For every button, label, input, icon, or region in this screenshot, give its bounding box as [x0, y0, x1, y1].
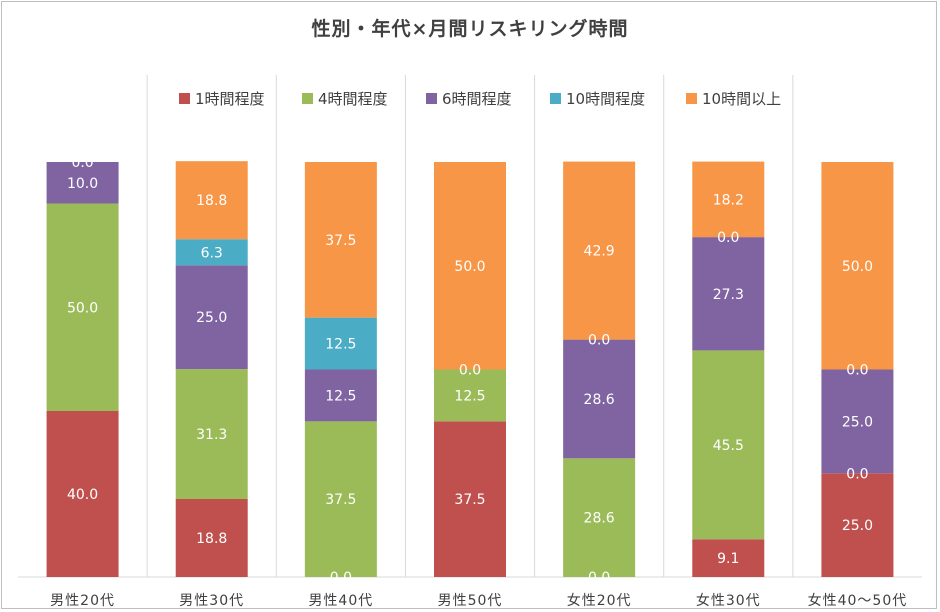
data-label-1-3: 10.0: [67, 176, 98, 192]
data-label-4-3: 0.0: [459, 363, 481, 379]
bar-segment-2-2: [175, 369, 248, 499]
legend-swatch-5: [686, 93, 697, 104]
bar-segment-1-1: [46, 411, 119, 577]
legend-label-3: 6時間程度: [442, 90, 512, 108]
data-label-3-3: 12.5: [325, 388, 356, 404]
bar-segment-2-6: [692, 350, 765, 540]
data-label-2-5: 18.8: [196, 193, 227, 209]
category-label-2: 男性30代: [179, 593, 244, 609]
category-label-5: 女性20代: [567, 592, 632, 609]
data-label-6-4: 0.0: [717, 230, 739, 246]
data-label-5-4: 0.0: [588, 333, 610, 349]
legend-swatch-1: [179, 93, 190, 104]
data-label-6-3: 27.3: [713, 287, 744, 303]
bar-segment-3-1: [46, 162, 119, 204]
data-label-7-5: 50.0: [842, 259, 873, 275]
bar-segment-4-3: [304, 317, 377, 370]
bar-segment-2-3: [304, 421, 377, 577]
bar-segment-1-4: [434, 421, 506, 577]
data-label-4-1: 37.5: [454, 492, 485, 508]
category-label-4: 男性50代: [438, 593, 503, 609]
bar-segment-5-2: [175, 161, 248, 240]
legend-label-1: 1時間程度: [195, 90, 265, 108]
data-label-1-4: 0.0: [71, 155, 93, 171]
data-label-7-3: 25.0: [842, 414, 873, 430]
data-label-2-1: 18.8: [196, 531, 227, 547]
data-label-2-3: 25.0: [196, 310, 227, 326]
data-label-6-1: 9.1: [717, 551, 739, 567]
data-label-5-3: 28.6: [584, 392, 615, 408]
data-label-3-5: 37.5: [325, 233, 356, 249]
bar-segment-2-4: [434, 369, 506, 422]
data-label-7-1: 25.0: [842, 518, 873, 534]
data-label-5-1: 0.0: [588, 570, 610, 586]
bar-segment-5-7: [821, 162, 894, 370]
bar-segment-5-5: [563, 161, 636, 340]
bar-segment-3-5: [563, 339, 636, 459]
bar-segment-1-2: [175, 498, 248, 577]
bar-segment-5-3: [304, 162, 377, 318]
data-label-4-4: 50.0: [454, 259, 485, 275]
category-label-3: 男性40代: [308, 593, 373, 609]
chart-title: 性別・年代×月間リスキリング時間: [311, 18, 629, 40]
data-label-2-2: 31.3: [196, 427, 227, 443]
data-label-3-4: 12.5: [325, 337, 356, 353]
bar-segment-1-6: [692, 539, 765, 577]
data-label-3-2: 37.5: [325, 492, 356, 508]
bar-segment-3-2: [175, 265, 248, 370]
data-label-3-1: 0.0: [330, 570, 352, 586]
data-label-1-1: 40.0: [67, 487, 98, 503]
bar-segment-5-4: [434, 162, 506, 370]
bar-segment-2-1: [46, 203, 119, 411]
legend-swatch-2: [302, 93, 313, 104]
bar-segment-5-6: [692, 161, 765, 238]
bar-segment-3-6: [692, 237, 765, 351]
bar-segment-3-7: [821, 369, 894, 474]
data-label-7-2: 0.0: [846, 466, 868, 482]
data-label-6-2: 45.5: [713, 438, 744, 454]
data-label-6-5: 18.2: [713, 192, 744, 208]
data-label-7-4: 0.0: [846, 363, 868, 379]
bar-segment-3-3: [304, 369, 377, 422]
category-label-1: 男性20代: [50, 593, 115, 609]
bar-segment-4-2: [175, 239, 248, 266]
data-label-4-2: 12.5: [454, 388, 485, 404]
bar-segment-1-7: [821, 473, 894, 577]
data-label-2-4: 6.3: [201, 245, 223, 261]
category-label-7: 女性40～50代: [808, 592, 908, 609]
bar-segment-2-5: [563, 458, 636, 577]
legend-label-2: 4時間程度: [318, 90, 388, 108]
legend-label-4: 10時間程度: [566, 90, 645, 108]
data-label-5-2: 28.6: [584, 511, 615, 527]
legend-swatch-3: [426, 93, 437, 104]
legend-label-5: 10時間以上: [702, 90, 781, 108]
legend-swatch-4: [550, 93, 561, 104]
category-label-6: 女性30代: [696, 592, 761, 609]
data-label-1-2: 50.0: [67, 300, 98, 316]
data-label-5-5: 42.9: [584, 244, 615, 260]
